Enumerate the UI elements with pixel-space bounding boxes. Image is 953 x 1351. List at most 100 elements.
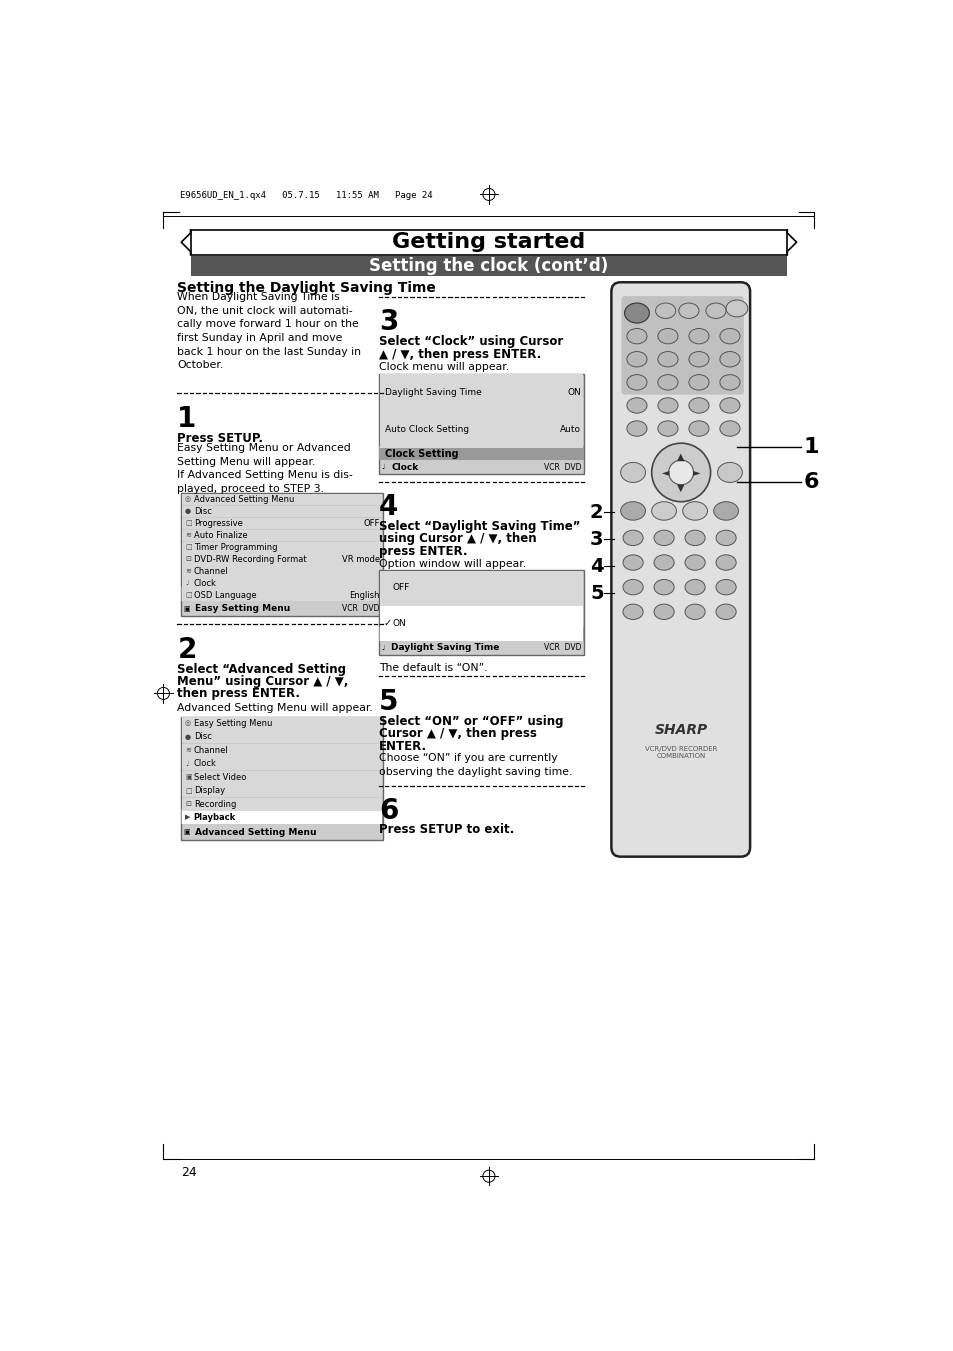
FancyBboxPatch shape (182, 577, 381, 589)
Ellipse shape (626, 397, 646, 413)
FancyBboxPatch shape (378, 627, 583, 642)
FancyBboxPatch shape (379, 411, 583, 447)
Ellipse shape (626, 351, 646, 367)
Text: English: English (349, 590, 379, 600)
Text: Display: Display (193, 786, 225, 796)
Text: ⊡: ⊡ (185, 557, 191, 562)
FancyBboxPatch shape (182, 566, 381, 577)
Text: Select “ON” or “OFF” using: Select “ON” or “OFF” using (378, 715, 563, 728)
Text: Clock: Clock (193, 759, 216, 769)
Text: ●: ● (185, 508, 191, 515)
Text: Choose “ON” if you are currently
observing the daylight saving time.: Choose “ON” if you are currently observi… (378, 754, 572, 777)
Text: ▼: ▼ (677, 482, 684, 493)
Ellipse shape (626, 422, 646, 436)
Text: ▣: ▣ (183, 830, 190, 835)
FancyBboxPatch shape (620, 296, 743, 394)
Text: 3: 3 (378, 308, 397, 336)
Text: Press SETUP.: Press SETUP. (177, 431, 263, 444)
Ellipse shape (658, 351, 678, 367)
Ellipse shape (688, 351, 708, 367)
Ellipse shape (716, 604, 736, 620)
FancyBboxPatch shape (181, 809, 382, 824)
Ellipse shape (658, 374, 678, 390)
Text: ♩: ♩ (381, 644, 384, 651)
FancyBboxPatch shape (182, 505, 381, 517)
Text: Select Video: Select Video (193, 773, 246, 782)
Text: □: □ (185, 592, 192, 598)
Ellipse shape (720, 351, 740, 367)
Circle shape (651, 443, 710, 501)
Text: Menu” using Cursor ▲ / ▼,: Menu” using Cursor ▲ / ▼, (177, 676, 349, 688)
Text: 5: 5 (589, 584, 603, 603)
Text: Select “Advanced Setting: Select “Advanced Setting (177, 662, 346, 676)
FancyBboxPatch shape (611, 282, 749, 857)
Text: Easy Setting Menu or Advanced
Setting Menu will appear.
If Advanced Setting Menu: Easy Setting Menu or Advanced Setting Me… (177, 443, 353, 494)
FancyBboxPatch shape (182, 589, 381, 601)
Text: 3: 3 (590, 530, 603, 549)
Text: Clock: Clock (391, 462, 418, 471)
Ellipse shape (658, 328, 678, 345)
Text: VCR  DVD: VCR DVD (543, 643, 580, 653)
FancyBboxPatch shape (182, 717, 381, 730)
Text: Easy Setting Menu: Easy Setting Menu (195, 604, 290, 613)
FancyBboxPatch shape (378, 374, 583, 474)
Text: press ENTER.: press ENTER. (378, 544, 467, 558)
Text: ●: ● (185, 734, 191, 740)
Text: Channel: Channel (193, 566, 228, 576)
Ellipse shape (688, 397, 708, 413)
FancyBboxPatch shape (181, 493, 382, 616)
Text: using Cursor ▲ / ▼, then: using Cursor ▲ / ▼, then (378, 532, 536, 546)
Ellipse shape (717, 462, 741, 482)
FancyBboxPatch shape (191, 230, 786, 254)
Text: ▣: ▣ (185, 774, 192, 780)
Text: Auto: Auto (559, 424, 580, 434)
Text: Channel: Channel (193, 746, 228, 755)
Ellipse shape (684, 555, 704, 570)
Text: OFF: OFF (393, 584, 410, 593)
Ellipse shape (655, 303, 675, 319)
Text: Progressive: Progressive (193, 519, 242, 528)
Ellipse shape (716, 555, 736, 570)
FancyBboxPatch shape (182, 493, 381, 505)
FancyBboxPatch shape (379, 374, 583, 411)
FancyBboxPatch shape (182, 771, 381, 784)
Text: Clock Setting: Clock Setting (385, 449, 458, 459)
Text: 4: 4 (378, 493, 397, 521)
Ellipse shape (658, 422, 678, 436)
Ellipse shape (682, 501, 707, 520)
Text: ♩: ♩ (381, 463, 384, 470)
Text: 5: 5 (378, 688, 398, 716)
Ellipse shape (684, 530, 704, 546)
FancyBboxPatch shape (378, 446, 583, 461)
Ellipse shape (622, 580, 642, 594)
Text: Press SETUP to exit.: Press SETUP to exit. (378, 823, 514, 836)
Text: Advanced Setting Menu: Advanced Setting Menu (195, 828, 316, 836)
Text: SHARP: SHARP (654, 723, 707, 738)
Ellipse shape (624, 303, 649, 323)
Text: ✓: ✓ (383, 619, 392, 628)
Text: Cursor ▲ / ▼, then press: Cursor ▲ / ▼, then press (378, 727, 537, 740)
Text: 6: 6 (802, 471, 819, 492)
FancyBboxPatch shape (191, 257, 786, 276)
Text: Auto Clock Setting: Auto Clock Setting (385, 424, 469, 434)
Text: ≋: ≋ (185, 567, 191, 574)
FancyBboxPatch shape (182, 542, 381, 553)
FancyBboxPatch shape (181, 716, 382, 840)
Circle shape (668, 461, 693, 485)
Text: □: □ (185, 520, 192, 526)
Text: then press ENTER.: then press ENTER. (177, 688, 300, 700)
FancyBboxPatch shape (182, 530, 381, 542)
Text: ENTER.: ENTER. (378, 739, 427, 753)
Text: Timer Programming: Timer Programming (193, 543, 277, 551)
Ellipse shape (720, 328, 740, 345)
Text: Advanced Setting Menu will appear.: Advanced Setting Menu will appear. (177, 703, 373, 713)
FancyBboxPatch shape (182, 811, 381, 824)
Text: E9656UD_EN_1.qx4   05.7.15   11:55 AM   Page 24: E9656UD_EN_1.qx4 05.7.15 11:55 AM Page 2… (179, 190, 432, 200)
Ellipse shape (720, 422, 740, 436)
Text: ◎: ◎ (185, 496, 191, 503)
Text: Setting the Daylight Saving Time: Setting the Daylight Saving Time (177, 281, 436, 296)
Text: ▲: ▲ (677, 453, 684, 462)
Text: The default is “ON”.: The default is “ON”. (378, 662, 487, 673)
FancyBboxPatch shape (182, 758, 381, 770)
Ellipse shape (688, 328, 708, 345)
